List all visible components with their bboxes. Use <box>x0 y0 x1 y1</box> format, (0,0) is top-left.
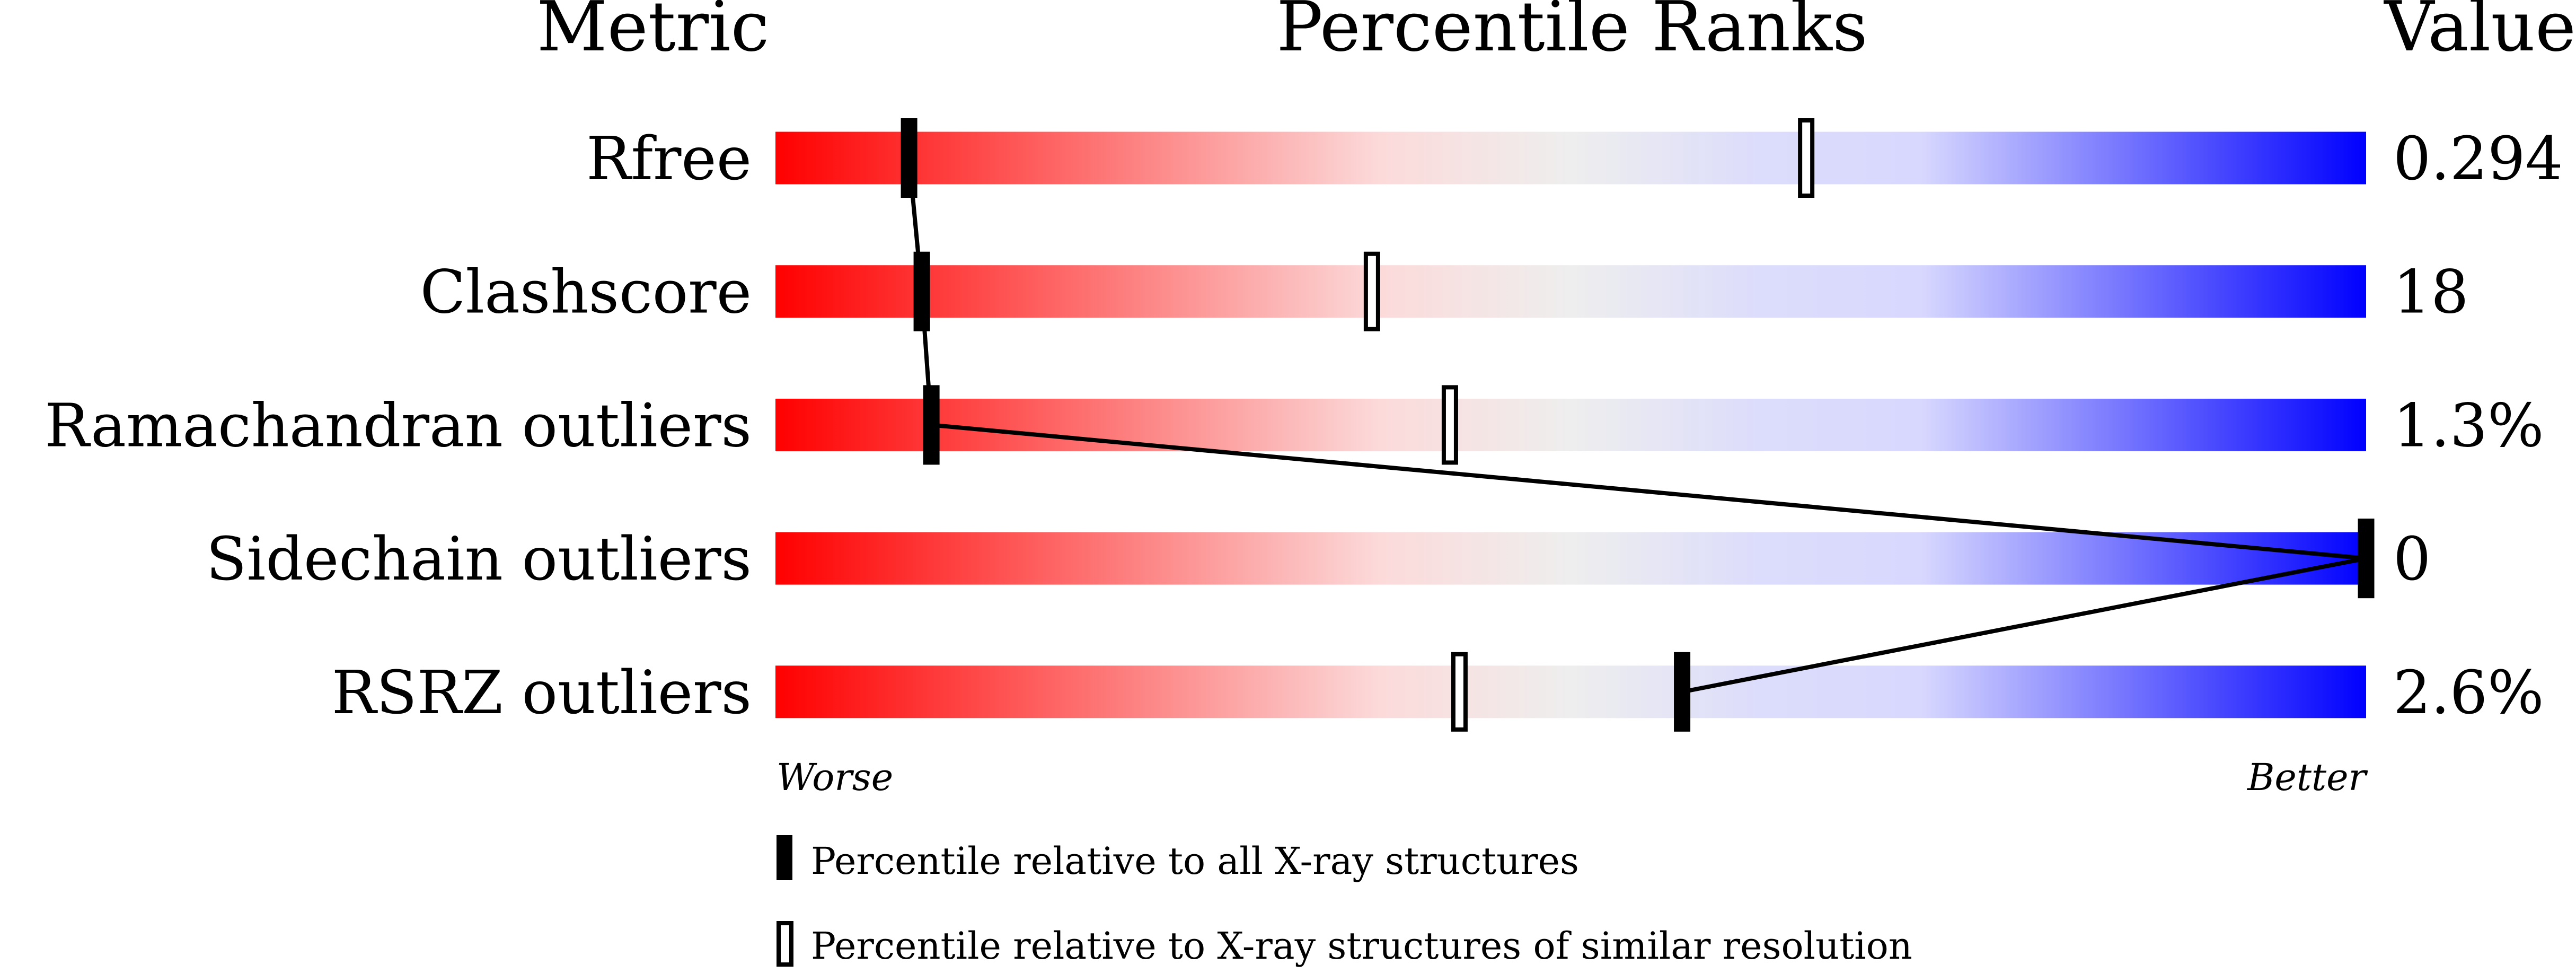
metric-label: Rfree <box>586 125 752 194</box>
metric-label: Ramachandran outliers <box>45 391 752 460</box>
legend-all-label: Percentile relative to all X-ray structu… <box>811 839 1579 883</box>
percentile-bar <box>775 265 2366 318</box>
metric-label: RSRZ outliers <box>332 659 752 727</box>
all-structures-marker <box>923 385 940 465</box>
similar-resolution-marker <box>1451 652 1468 732</box>
similar-resolution-marker <box>1441 385 1458 465</box>
all-structures-marker <box>2358 519 2375 599</box>
percentile-bar <box>775 532 2366 585</box>
metric-label: Clashscore <box>420 258 752 327</box>
value-label: 2.6% <box>2393 659 2544 727</box>
all-structures-marker <box>1674 652 1691 732</box>
percentile-bar <box>775 398 2366 451</box>
header-metric: Metric <box>537 0 770 67</box>
better-label: Better <box>2246 756 2368 799</box>
similar-resolution-marker <box>1363 251 1380 331</box>
legend-open-marker <box>777 921 793 967</box>
value-label: 0.294 <box>2393 125 2563 194</box>
value-label: 0 <box>2393 525 2431 594</box>
legend-filled-marker <box>777 835 792 880</box>
worse-label: Worse <box>777 756 893 799</box>
header-value: Value <box>2383 0 2576 67</box>
similar-resolution-marker <box>1798 118 1815 198</box>
percentile-bar <box>775 665 2366 718</box>
header-percentile-ranks: Percentile Ranks <box>1276 0 1867 67</box>
all-structures-marker <box>913 251 930 331</box>
metric-label: Sidechain outliers <box>206 525 752 594</box>
value-label: 1.3% <box>2393 391 2544 460</box>
all-structures-marker <box>901 118 918 198</box>
value-label: 18 <box>2393 258 2469 327</box>
percentile-bar <box>775 132 2366 185</box>
legend-similar-label: Percentile relative to X-ray structures … <box>811 924 1912 968</box>
